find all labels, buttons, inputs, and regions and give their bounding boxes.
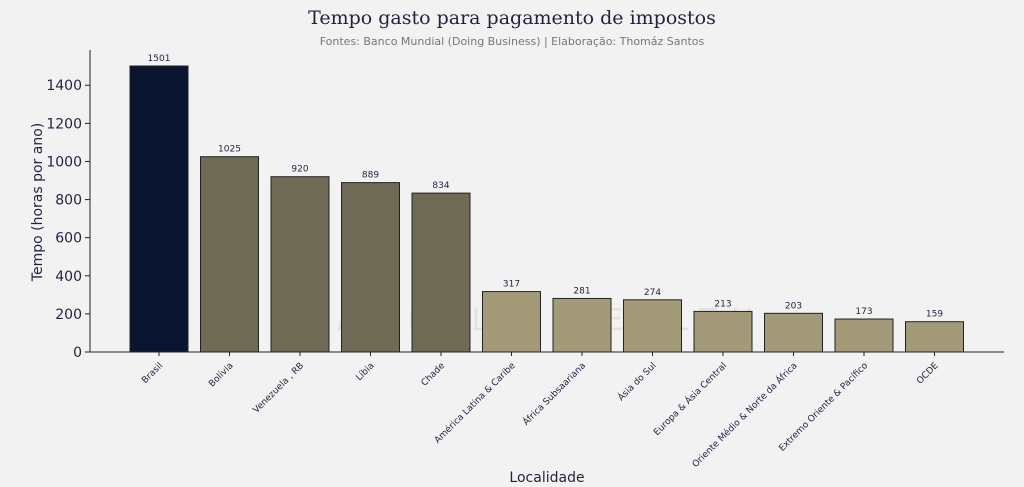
data-label: 173 — [855, 307, 872, 317]
bar — [411, 192, 471, 353]
data-label: 834 — [432, 181, 449, 191]
chart-title: Tempo gasto para pagamento de impostos — [308, 7, 716, 29]
bar — [270, 176, 330, 353]
y-tick-label: 800 — [55, 193, 82, 209]
bar — [200, 156, 259, 353]
bar — [693, 310, 753, 353]
y-tick-label: 1000 — [46, 154, 82, 170]
x-axis-label: Localidade — [509, 470, 584, 486]
data-label: 317 — [503, 280, 520, 290]
data-label: 281 — [573, 286, 590, 296]
data-label: 889 — [362, 171, 379, 181]
bar — [764, 312, 823, 353]
bar — [341, 182, 400, 353]
bar — [834, 318, 894, 353]
data-label: 920 — [291, 165, 308, 175]
data-label: 203 — [785, 301, 802, 311]
bar — [482, 291, 541, 353]
y-tick-label: 1400 — [46, 78, 82, 94]
bar — [552, 297, 612, 353]
data-label: 159 — [926, 310, 943, 320]
bar — [623, 299, 682, 353]
y-tick-label: 200 — [55, 307, 82, 323]
y-tick-label: 0 — [73, 345, 82, 361]
bar — [129, 65, 189, 353]
bar — [905, 321, 964, 353]
y-axis-label: Tempo (horas por ano) — [30, 123, 46, 282]
y-tick-label: 400 — [55, 269, 82, 285]
data-label: 1025 — [218, 145, 241, 155]
y-tick-label: 1200 — [46, 116, 82, 132]
data-label: 213 — [714, 299, 731, 309]
y-tick-label: 600 — [55, 231, 82, 247]
chart-subtitle: Fontes: Banco Mundial (Doing Business) |… — [320, 35, 705, 48]
data-label: 274 — [644, 288, 661, 298]
data-label: 1501 — [148, 54, 171, 64]
